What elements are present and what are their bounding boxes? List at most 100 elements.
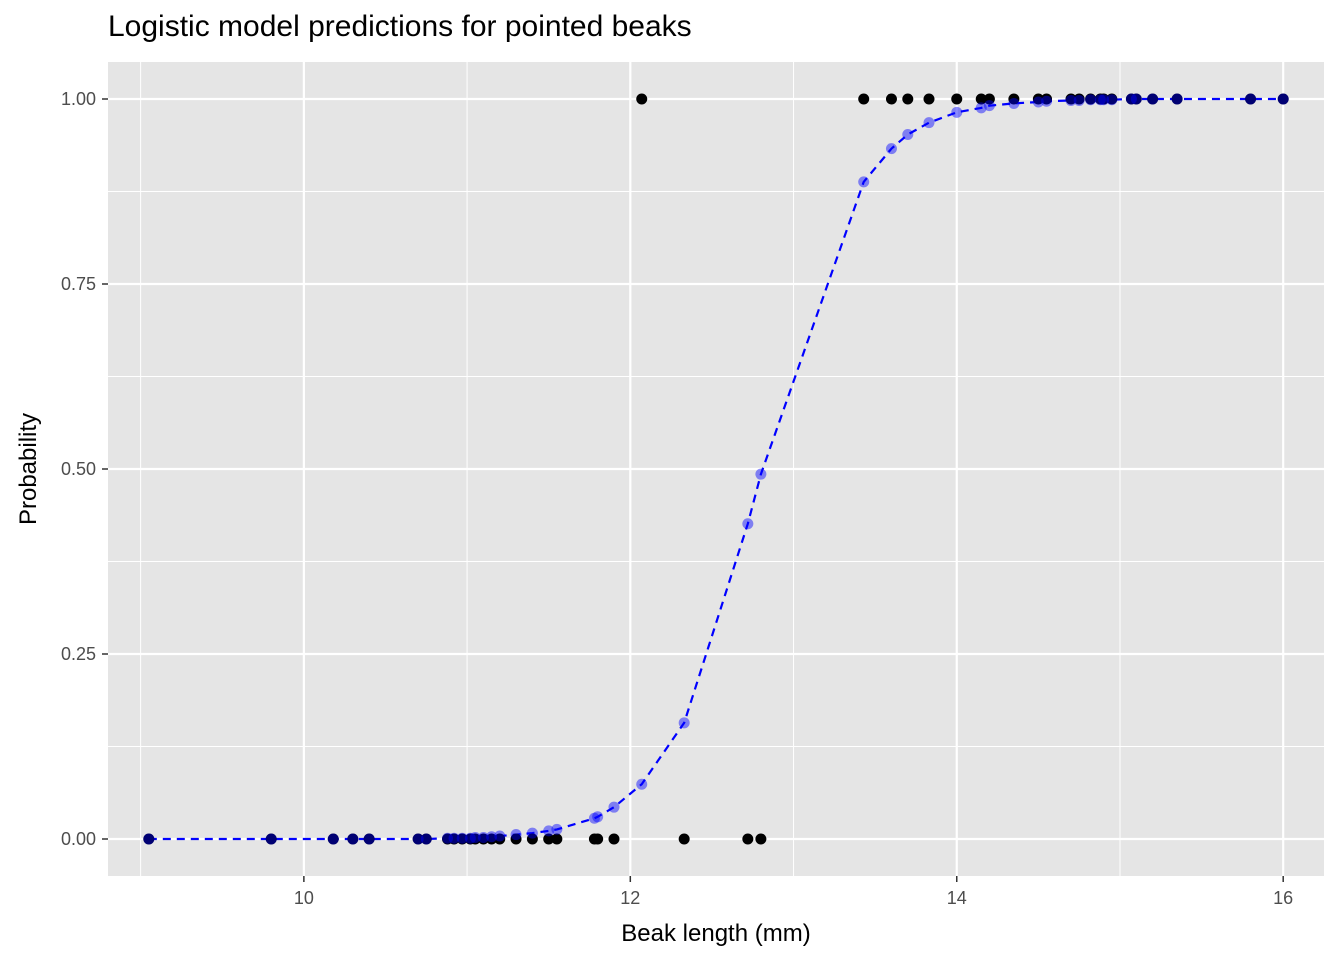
observed-point xyxy=(551,833,563,845)
predicted-point xyxy=(1041,95,1053,107)
observed-point xyxy=(469,833,481,845)
observed-point xyxy=(885,93,897,105)
observed-point xyxy=(347,833,359,845)
observed-point xyxy=(456,833,468,845)
observed-point xyxy=(448,833,460,845)
observed-point xyxy=(494,833,506,845)
predicted-point xyxy=(327,833,339,845)
predicted-point xyxy=(951,106,963,118)
observed-point xyxy=(543,833,555,845)
predicted-point xyxy=(551,823,563,835)
predicted-point xyxy=(347,833,359,845)
y-axis-title: Probability xyxy=(15,413,42,525)
predicted-point xyxy=(592,811,604,823)
predicted-point xyxy=(442,832,454,844)
observed-point xyxy=(678,833,690,845)
observed-point xyxy=(592,833,604,845)
predicted-point xyxy=(1130,93,1142,105)
y-tick-label: 1.00 xyxy=(61,89,96,109)
predicted-point xyxy=(510,829,522,841)
observed-point xyxy=(742,833,754,845)
observed-point xyxy=(1098,93,1110,105)
predicted-point xyxy=(1008,97,1020,109)
predicted-point xyxy=(678,717,690,729)
predicted-point xyxy=(1094,94,1106,106)
predicted-point xyxy=(456,832,468,844)
predicted-point xyxy=(494,830,506,842)
observed-point xyxy=(858,93,870,105)
observed-points xyxy=(143,93,1289,845)
predicted-point xyxy=(363,833,375,845)
observed-point xyxy=(412,833,424,845)
predicted-point xyxy=(742,518,754,530)
predicted-point xyxy=(1245,93,1257,105)
observed-point xyxy=(420,833,432,845)
y-tick-label: 0.00 xyxy=(61,829,96,849)
observed-point xyxy=(477,833,489,845)
predicted-point xyxy=(858,176,870,188)
predicted-point xyxy=(469,832,481,844)
predicted-point xyxy=(486,831,498,843)
observed-point xyxy=(526,833,538,845)
predicted-point xyxy=(420,833,432,845)
predicted-point xyxy=(588,812,600,824)
observed-point xyxy=(1245,93,1257,105)
predicted-point xyxy=(1125,93,1137,105)
predicted-point xyxy=(975,102,987,114)
observed-point xyxy=(1041,93,1053,105)
x-tick-label: 14 xyxy=(947,888,967,908)
predicted-point xyxy=(902,129,914,141)
observed-point xyxy=(902,93,914,105)
x-tick-label: 10 xyxy=(294,888,314,908)
observed-point xyxy=(983,93,995,105)
predicted-point xyxy=(464,832,476,844)
predicted-point xyxy=(636,778,648,790)
predicted-point xyxy=(1032,96,1044,108)
observed-point xyxy=(1147,93,1159,105)
predicted-point xyxy=(983,100,995,112)
observed-point xyxy=(975,93,987,105)
observed-point xyxy=(363,833,375,845)
predicted-point xyxy=(412,833,424,845)
y-tick-label: 0.75 xyxy=(61,274,96,294)
observed-point xyxy=(143,833,155,845)
predicted-point xyxy=(885,143,897,155)
observed-point xyxy=(608,833,620,845)
observed-point xyxy=(1277,93,1289,105)
predicted-point xyxy=(543,825,555,837)
predicted-point xyxy=(1073,94,1085,106)
predicted-point xyxy=(448,832,460,844)
predicted-point xyxy=(923,117,935,129)
predicted-point xyxy=(1277,93,1289,105)
predicted-points xyxy=(143,93,1289,845)
predicted-point xyxy=(608,801,620,813)
observed-point xyxy=(755,833,767,845)
x-axis-title: Beak length (mm) xyxy=(621,920,810,947)
observed-point xyxy=(265,833,277,845)
observed-point xyxy=(486,833,498,845)
y-axis: 0.00 0.25 0.50 0.75 1.00 xyxy=(61,89,108,849)
predicted-point xyxy=(755,468,767,480)
observed-point xyxy=(1130,93,1142,105)
observed-point xyxy=(1032,93,1044,105)
predicted-point xyxy=(265,833,277,845)
predicted-point xyxy=(1147,93,1159,105)
y-tick-label: 0.50 xyxy=(61,459,96,479)
observed-point xyxy=(1073,93,1085,105)
predicted-point xyxy=(1106,94,1118,106)
predicted-point xyxy=(477,832,489,844)
observed-point xyxy=(1065,93,1077,105)
chart-title: Logistic model predictions for pointed b… xyxy=(108,10,692,43)
observed-point xyxy=(510,833,522,845)
observed-point xyxy=(1085,93,1097,105)
predicted-point xyxy=(143,833,155,845)
observed-point xyxy=(327,833,339,845)
observed-point xyxy=(923,93,935,105)
observed-point xyxy=(636,93,648,105)
x-tick-label: 12 xyxy=(620,888,640,908)
predicted-point xyxy=(1065,94,1077,106)
predicted-point xyxy=(1085,94,1097,106)
x-axis: 10 12 14 16 xyxy=(294,876,1293,908)
observed-point xyxy=(951,93,963,105)
